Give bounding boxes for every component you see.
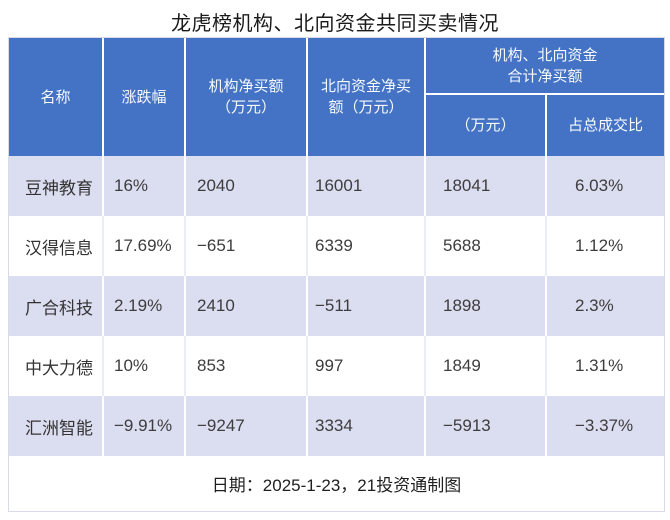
col-header-inst-line2: （万元） [215,99,276,116]
cell-name: 广合科技 [9,276,104,336]
page-title: 龙虎榜机构、北向资金共同买卖情况 [171,13,499,35]
cell-ratio: −3.37% [547,396,664,456]
cell-ratio: 6.03% [547,156,664,216]
cell-total: 5688 [426,216,547,276]
data-table: 名称 涨跌幅 机构净买额 （万元） 北向资金净买 额（万元） 机构、北向资金 合… [8,37,665,512]
col-header-north-line1: 北向资金净买 [320,78,411,95]
cell-name: 中大力德 [9,336,104,396]
cell-north: −511 [308,276,426,336]
col-header-north-line2: 额（万元） [328,99,404,116]
col-header-inst-line1: 机构净买额 [208,78,284,95]
cell-change: 10% [104,336,186,396]
cell-name: 豆神教育 [9,156,104,216]
cell-ratio: 2.3% [547,276,664,336]
col-header-total-line1: 机构、北向资金 [492,46,598,64]
cell-north: 997 [308,336,426,396]
cell-total: 1898 [426,276,547,336]
cell-change: 17.69% [104,216,186,276]
cell-inst: 853 [186,336,308,396]
cell-change: 16% [104,156,186,216]
cell-total: 1849 [426,336,547,396]
cell-change: 2.19% [104,276,186,336]
cell-north: 6339 [308,216,426,276]
col-header-total-group: 机构、北向资金 合计净买额 [426,38,664,95]
cell-north: 16001 [308,156,426,216]
table-footer-caption: 日期：2025-1-23，21投资通制图 [9,456,664,511]
cell-change: −9.91% [104,396,186,456]
col-header-north-net-buy: 北向资金净买 额（万元） [308,38,426,156]
col-header-total-ratio: 占总成交比 [547,95,664,156]
cell-inst: −651 [186,216,308,276]
cell-inst: −9247 [186,396,308,456]
col-header-inst-net-buy: 机构净买额 （万元） [186,38,308,156]
cell-inst: 2410 [186,276,308,336]
cell-total: −5913 [426,396,547,456]
cell-inst: 2040 [186,156,308,216]
col-header-name: 名称 [9,38,104,156]
cell-ratio: 1.31% [547,336,664,396]
cell-north: 3334 [308,396,426,456]
cell-ratio: 1.12% [547,216,664,276]
cell-name: 汉得信息 [9,216,104,276]
cell-name: 汇洲智能 [9,396,104,456]
col-header-total-wan: （万元） [426,95,547,156]
col-header-total-line2: 合计净买额 [507,67,583,85]
cell-total: 18041 [426,156,547,216]
col-header-change: 涨跌幅 [104,38,186,156]
